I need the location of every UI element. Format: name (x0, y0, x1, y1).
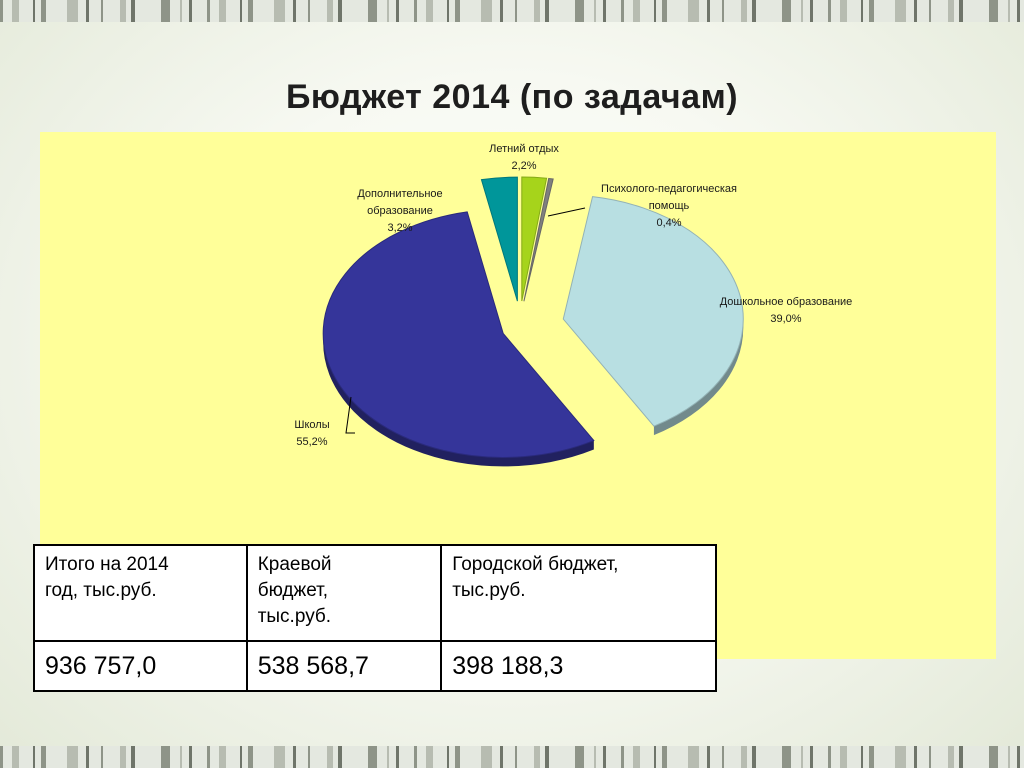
pie-slice-1 (523, 177, 554, 302)
chart-plot-area: Летний отдых 2,2% Психолого-педагогическая… (40, 132, 996, 659)
data-label-name: Летний отдых (489, 143, 559, 155)
data-label-name: помощь (649, 200, 690, 212)
header-city: Городской бюджет, тыс.руб. (440, 544, 717, 642)
header-regional-line-1: Краевой (257, 554, 332, 575)
slide-title: Бюджет 2014 (по задачам) (285, 78, 739, 116)
data-label-value: 39,0% (770, 313, 801, 325)
header-total-line-1: Итого на 2014 (45, 554, 169, 575)
pie-slice-0 (521, 176, 548, 302)
value-city: 398 188,3 (440, 640, 717, 692)
data-label-3: Школы 55,2% (294, 419, 329, 448)
table-values-row: 936 757,0 538 568,7 398 188,3 (33, 640, 717, 692)
data-label-name: Дополнительное (357, 188, 442, 200)
leader-line-1 (547, 207, 586, 217)
data-label-value: 3,2% (387, 222, 412, 234)
data-label-name: Дошкольное образование (720, 296, 853, 308)
header-regional: Краевой бюджет, тыс.руб. (245, 544, 443, 642)
leader-line-3 (345, 396, 355, 434)
pie-slice-side-2 (653, 319, 744, 436)
data-label-4: Дополнительное образование 3,2% (357, 188, 442, 234)
data-label-value: 0,4% (656, 217, 681, 229)
table-header-row: Итого на 2014 год, тыс.руб. Краевой бюдж… (33, 544, 717, 642)
data-label-2: Дошкольное образование 39,0% (720, 296, 853, 325)
pie-chart: Летний отдых 2,2% Психолого-педагогическая… (294, 143, 853, 467)
pie-slice-3 (322, 211, 595, 458)
data-label-name: Школы (294, 419, 329, 431)
value-total: 936 757,0 (33, 640, 248, 692)
data-label-value: 55,2% (296, 436, 327, 448)
header-regional-line-3: тыс.руб. (257, 606, 332, 627)
budget-summary-table: Итого на 2014 год, тыс.руб. Краевой бюдж… (33, 544, 717, 692)
header-regional-line-2: бюджет, (257, 580, 329, 601)
header-total-line-2: год, тыс.руб. (45, 580, 157, 601)
value-regional: 538 568,7 (245, 640, 443, 692)
pie-slice-4 (480, 176, 518, 302)
header-city-line-1: Городской бюджет, (452, 554, 619, 575)
pie-slice-2 (562, 196, 744, 427)
data-label-name: образование (367, 205, 433, 217)
header-city-line-2: тыс.руб. (452, 580, 526, 601)
header-total: Итого на 2014 год, тыс.руб. (33, 544, 248, 642)
data-label-name: Психолого-педагогическая (601, 183, 737, 195)
top-decorative-stripe (0, 0, 1024, 22)
pie-slice-side-3 (323, 333, 594, 467)
data-label-value: 2,2% (511, 160, 536, 172)
data-label-0: Летний отдых 2,2% (489, 143, 559, 172)
bottom-decorative-stripe (0, 746, 1024, 768)
data-label-1: Психолого-педагогическая помощь 0,4% (601, 183, 737, 229)
